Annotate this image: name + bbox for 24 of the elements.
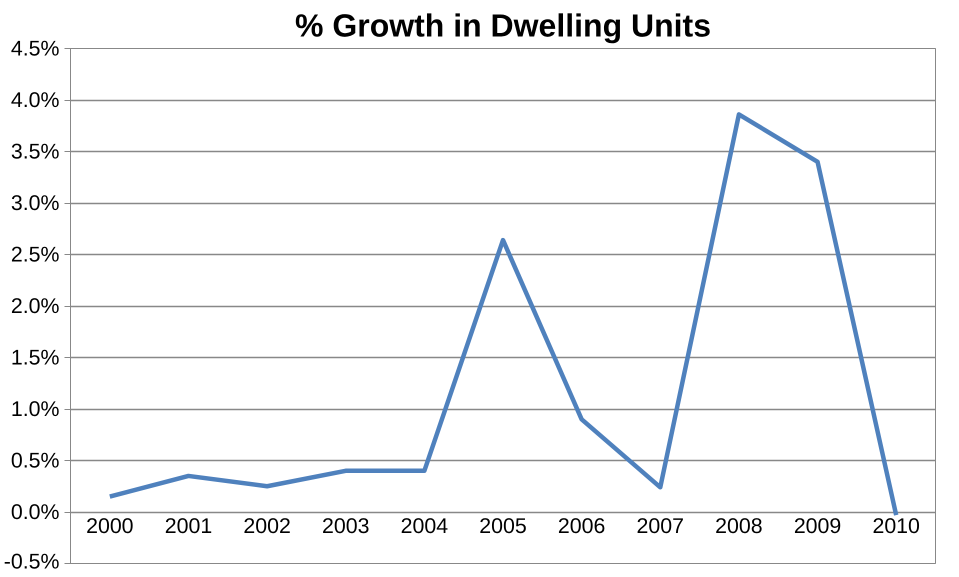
x-tick-label: 2010 [872,514,920,538]
y-tick-label: -0.5% [4,550,60,574]
x-tick-label: 2000 [86,514,134,538]
x-tick-label: 2007 [636,514,684,538]
x-tick-label: 2003 [322,514,370,538]
line-series [108,112,898,518]
y-tick-label: 4.0% [10,88,60,112]
x-tick-label: 2006 [558,514,606,538]
y-tick-label: 4.5% [10,36,60,60]
y-tick-label: 1.0% [10,397,60,421]
y-tick-label: 2.5% [10,242,60,266]
y-tick-label: 0.0% [10,500,60,524]
y-tick-label: 2.0% [10,294,60,318]
x-tick-label: 2005 [479,514,527,538]
y-tick-label: 0.5% [10,448,60,472]
x-tick-label: 2004 [400,514,448,538]
chart-title: % Growth in Dwelling Units [295,8,711,44]
x-tick-label: 2008 [715,514,763,538]
y-tick-label: 1.5% [10,346,60,370]
y-tick-label: 3.0% [10,191,60,215]
x-tick-label: 2001 [164,514,212,538]
y-tick-label: 3.5% [10,140,60,164]
x-tick-label: 2002 [243,514,291,538]
x-tick-label: 2009 [794,514,842,538]
